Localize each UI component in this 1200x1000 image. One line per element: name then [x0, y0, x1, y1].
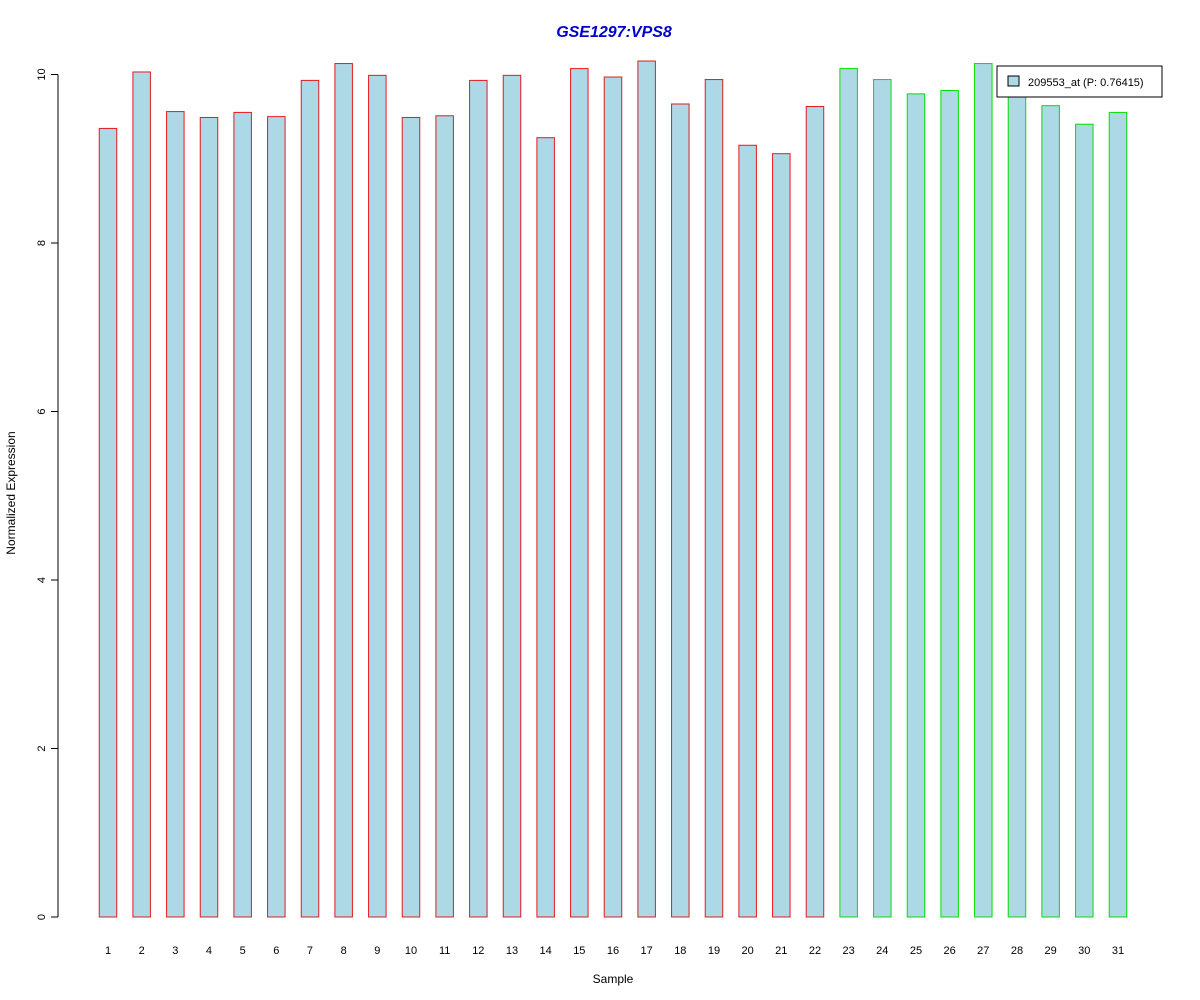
x-tick-label: 18: [674, 945, 686, 957]
bars: [98, 60, 1128, 918]
x-tick-label: 31: [1112, 945, 1124, 957]
bar-sample-10: [401, 116, 421, 918]
bar-sample-7: [300, 79, 320, 918]
x-tick-label: 28: [1011, 945, 1023, 957]
bar-sample-16: [603, 76, 623, 918]
x-tick-label: 2: [139, 945, 145, 957]
bar-sample-24: [873, 79, 892, 918]
y-axis: 0 2 4 6 8 10: [36, 68, 59, 920]
x-tick-label: 26: [944, 945, 956, 957]
legend-box: [996, 65, 1163, 98]
bar-sample-30: [1075, 123, 1094, 918]
x-tick-label: 27: [977, 945, 989, 957]
legend-swatch: [1007, 75, 1020, 87]
y-tick-label: 8: [36, 240, 48, 246]
x-tick-label: 20: [742, 945, 754, 957]
x-tick-label: 16: [607, 945, 619, 957]
legend-label: 209553_at (P: 0.76415): [1028, 77, 1144, 89]
bar-sample-15: [570, 68, 589, 918]
bar-sample-11: [435, 115, 454, 918]
x-axis-label: Sample: [593, 972, 634, 986]
bar-sample-19: [704, 79, 724, 918]
x-tick-label: 13: [506, 945, 518, 957]
bar-sample-6: [267, 116, 286, 918]
x-tick-label: 30: [1078, 945, 1090, 957]
bar-sample-20: [738, 144, 757, 918]
x-tick-label: 9: [374, 945, 380, 957]
x-tick-label: 22: [809, 945, 821, 957]
x-tick-label: 7: [307, 945, 313, 957]
bar-sample-26: [940, 90, 959, 918]
bar-sample-25: [906, 93, 926, 918]
x-tick-label: 19: [708, 945, 720, 957]
x-tick-label: 10: [405, 945, 417, 957]
bar-sample-31: [1108, 111, 1128, 918]
x-tick-label: 12: [472, 945, 484, 957]
bar-sample-5: [233, 111, 252, 918]
bar-sample-29: [1041, 105, 1060, 918]
bar-sample-14: [536, 137, 555, 918]
bar-sample-3: [166, 111, 185, 918]
x-tick-labels: 1 2 3 4 5 6 7 8 9 10 11 12 13 14 15 16 17 18 19 20 21 22 23 24 2…: [105, 945, 1124, 957]
bar-sample-22: [805, 106, 825, 918]
bar-sample-8: [334, 63, 353, 918]
bar-sample-2: [132, 71, 151, 918]
y-tick-label: 6: [36, 408, 48, 414]
bar-sample-27: [974, 63, 993, 918]
y-tick-label: 2: [36, 745, 48, 751]
x-tick-label: 29: [1045, 945, 1057, 957]
x-tick-label: 21: [775, 945, 787, 957]
x-tick-label: 5: [240, 945, 246, 957]
x-tick-label: 14: [540, 945, 552, 957]
y-axis-label: Normalized Expression: [4, 431, 18, 554]
x-tick-label: 11: [439, 945, 450, 957]
y-tick-label: 4: [36, 577, 48, 583]
bar-sample-17: [637, 60, 656, 918]
y-tick-label: 10: [36, 68, 48, 80]
bar-sample-9: [368, 74, 387, 918]
x-tick-label: 1: [105, 945, 111, 957]
bar-sample-13: [502, 74, 522, 918]
x-tick-label: 6: [273, 945, 279, 957]
legend: 209553_at (P: 0.76415): [996, 65, 1163, 98]
x-tick-label: 3: [172, 945, 178, 957]
bar-sample-1: [98, 127, 118, 918]
bar-sample-4: [199, 116, 219, 918]
x-tick-label: 17: [641, 945, 653, 957]
x-tick-label: 23: [843, 945, 855, 957]
y-tick-label: 0: [36, 914, 48, 920]
bar-sample-12: [469, 79, 488, 918]
x-tick-label: 15: [573, 945, 585, 957]
bar-sample-18: [671, 103, 690, 918]
bar-sample-21: [772, 153, 791, 918]
chart-title: GSE1297:VPS8: [556, 24, 672, 41]
bar-sample-28: [1007, 93, 1027, 918]
x-tick-label: 24: [876, 945, 888, 957]
x-tick-label: 25: [910, 945, 922, 957]
bar-sample-23: [839, 68, 858, 918]
x-tick-label: 8: [341, 945, 347, 957]
x-tick-label: 4: [206, 945, 212, 957]
